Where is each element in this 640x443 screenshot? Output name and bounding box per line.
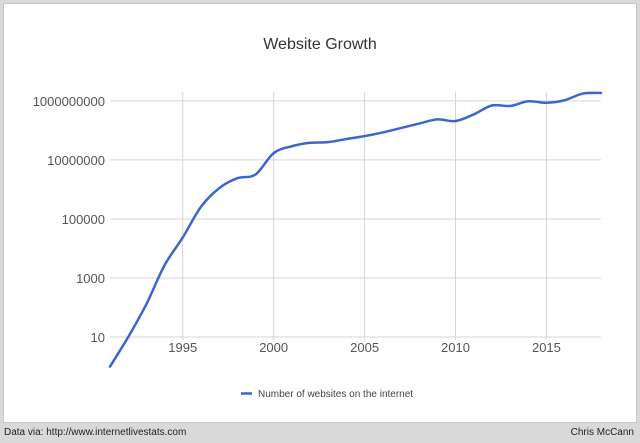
series-layer: [108, 91, 603, 368]
author-credit: Chris McCann: [570, 427, 634, 438]
x-tick-label: 1995: [168, 340, 197, 355]
y-tick-label: 1000000000: [33, 94, 105, 109]
y-tick-label: 10: [91, 330, 105, 345]
chart-frame: [3, 3, 637, 423]
y-tick-label: 10000000: [47, 153, 105, 168]
series-line: [108, 91, 603, 368]
grid-layer: [110, 92, 601, 340]
data-source-note: Data via: http://www.internetlivestats.c…: [4, 427, 187, 438]
x-tick-label: 2010: [441, 340, 470, 355]
y-tick-label: 100000: [62, 212, 105, 227]
tick-label-layer: 10 1000 100000 10000000 1000000000 1995 2000 20…: [33, 94, 561, 355]
x-tick-label: 2015: [532, 340, 561, 355]
legend: Number of websites on the internet: [241, 389, 413, 400]
legend-label: Number of websites on the internet: [258, 389, 413, 400]
chart-title: Website Growth: [263, 36, 377, 53]
x-tick-label: 2005: [350, 340, 379, 355]
y-tick-label: 1000: [76, 271, 105, 286]
x-tick-label: 2000: [259, 340, 288, 355]
